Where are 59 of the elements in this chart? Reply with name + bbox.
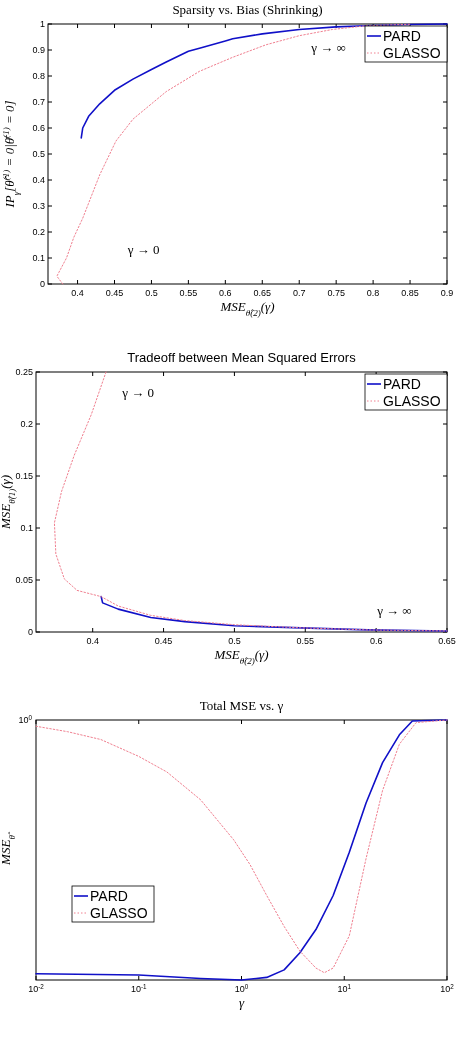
annotation: γ → 0: [121, 384, 155, 400]
y-tick-label: 0.1: [32, 252, 45, 263]
x-tick-label: 0.8: [366, 288, 380, 298]
x-tick-label: 10$^{1}$: [337, 982, 352, 994]
x-tick-label: 0.6: [219, 288, 232, 298]
x-tick-label: 0.75: [327, 288, 345, 298]
legend-label: GLASSO: [383, 45, 441, 61]
y-tick-label: 0.5: [32, 148, 45, 159]
text: 10$^{0}$: [18, 713, 33, 725]
y-tick-label: 0.15: [15, 470, 33, 481]
legend-label: PARD: [90, 888, 128, 904]
legend-label: PARD: [383, 28, 421, 44]
legend-label: PARD: [383, 376, 421, 392]
x-axis-title: MSE$_{θ̂(2)}$(γ): [219, 299, 275, 318]
x-axis-title: γ: [238, 995, 245, 1010]
annotation: γ → ∞: [310, 39, 346, 55]
y-tick-label: 0.4: [32, 174, 45, 185]
x-tick-label: 10$^{0}$: [234, 982, 249, 994]
x-axis-title: MSE$_{θ̂(2)}$(γ): [213, 647, 269, 666]
y-tick-label: 0.05: [15, 574, 33, 585]
x-tick-label: 0.55: [179, 288, 198, 298]
y-tick-label: 0.1: [20, 522, 33, 533]
x-tick-label: 0.65: [253, 288, 272, 298]
y-tick-label: 0.25: [15, 366, 33, 377]
line-series: [100, 595, 448, 632]
x-tick-label: 10$^{2}$: [440, 982, 455, 994]
x-tick-label: 10$^{-2}$: [28, 982, 45, 994]
chart-title: Total MSE vs. γ: [199, 698, 284, 713]
legend-label: GLASSO: [383, 393, 441, 409]
line-series: [80, 23, 448, 139]
x-tick-label: 0.45: [154, 636, 173, 646]
x-tick-label: 0.5: [145, 288, 158, 298]
y-tick-label: 0.9: [32, 44, 45, 55]
annotation: γ → ∞: [376, 603, 412, 619]
annotation: γ → 0: [126, 242, 160, 258]
x-tick-label: 0.65: [438, 636, 456, 646]
x-tick-label: 10$^{-1}$: [130, 982, 148, 994]
x-tick-label: 0.7: [292, 288, 306, 298]
x-tick-label: 0.55: [296, 636, 315, 646]
x-tick-label: 0.9: [440, 288, 454, 298]
chart-title: Sparsity vs. Bias (Shrinking): [172, 2, 323, 17]
y-tick-label: 0.7: [32, 96, 45, 107]
y-tick-label: 0.2: [32, 226, 45, 237]
legend-label: GLASSO: [90, 905, 148, 921]
chart-title: Tradeoff between Mean Squared Errors: [127, 350, 357, 365]
y-tick-label: 0: [39, 278, 45, 289]
x-tick-label: 0.4: [71, 288, 84, 298]
y-tick-label: 0.6: [32, 122, 45, 133]
y-tick-label: 0.3: [32, 200, 45, 211]
x-tick-label: 0.5: [228, 636, 241, 646]
y-tick-label: 0.8: [32, 70, 45, 81]
y-tick-label: 0.2: [20, 418, 33, 429]
x-tick-label: 0.6: [369, 636, 383, 646]
x-tick-label: 0.45: [105, 288, 124, 298]
x-tick-label: 0.4: [86, 636, 99, 646]
x-tick-label: 0.85: [401, 288, 419, 298]
line-series: [53, 371, 448, 632]
y-tick-label: 0: [27, 626, 33, 637]
y-tick-label: 1: [39, 18, 45, 29]
